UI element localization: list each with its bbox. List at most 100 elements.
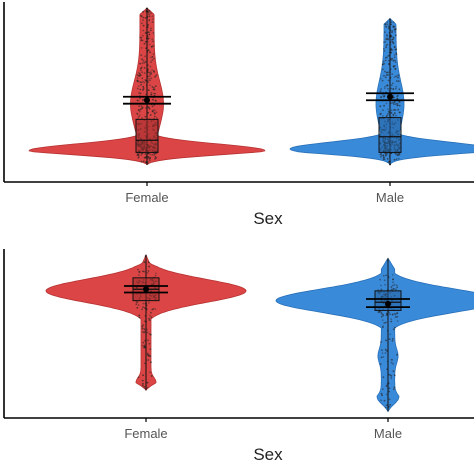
data-point [380,356,383,359]
data-point [382,376,385,379]
data-point [395,153,397,156]
data-point [381,319,384,321]
data-point [391,31,393,34]
data-point [137,85,140,87]
data-point [396,102,399,105]
data-point [393,374,396,377]
data-point [143,328,146,331]
data-point [138,75,141,78]
data-point [391,82,394,85]
data-point [141,325,144,328]
x-axis-title: Sex [253,209,283,228]
data-point [140,36,143,39]
data-point [154,308,157,311]
data-point [398,157,400,160]
data-point [143,261,146,264]
data-point [391,338,394,340]
data-point [390,112,393,115]
data-point [147,37,150,40]
data-point [389,313,392,316]
data-point [390,111,393,114]
data-point [384,406,387,409]
data-point [391,73,394,75]
data-point [392,88,394,90]
data-point [379,113,381,116]
data-point [141,77,144,80]
data-point [391,339,394,342]
data-point [148,77,150,80]
x-tick-label-male: Male [376,190,404,205]
x-tick-label-female: Female [124,426,167,441]
data-point [141,384,144,387]
data-point [140,66,143,69]
data-point [137,99,140,102]
data-point [151,21,154,23]
data-point [144,115,147,118]
data-point [382,109,384,112]
data-point [143,156,146,159]
data-point [386,21,389,24]
data-point [394,34,397,37]
data-point [384,283,386,286]
data-point [139,92,142,95]
data-point [141,106,144,108]
data-point [395,103,397,105]
data-point [396,312,398,315]
data-point [136,87,139,90]
data-point [149,355,152,358]
data-point [151,86,154,88]
data-point [387,108,389,111]
data-point [140,160,143,163]
data-point [387,73,389,76]
data-point [392,60,395,62]
data-point [141,98,144,101]
data-point [147,10,149,13]
data-point [155,100,158,102]
data-point [392,21,395,24]
data-point [379,105,382,108]
data-point [142,374,145,377]
data-point [137,109,140,111]
data-point [139,88,142,91]
data-point [386,37,388,40]
mean-marker-female [144,97,150,104]
data-point [396,286,399,289]
data-point [139,74,142,76]
data-point [390,286,393,288]
data-point [141,62,144,65]
data-point [151,110,154,113]
data-point [388,390,390,393]
x-axis-title: Sex [253,445,283,464]
data-point [153,70,155,72]
data-point [142,382,144,385]
data-point [151,15,154,18]
data-point [381,63,384,66]
data-point [137,376,140,379]
data-point [379,153,382,156]
data-point [386,84,388,87]
data-point [383,62,386,65]
data-point [142,16,145,19]
data-point [393,56,396,59]
data-point [382,156,385,159]
data-point [147,38,150,40]
data-point [396,154,399,157]
data-point [395,85,397,88]
data-point [397,74,400,77]
data-point [383,23,386,25]
data-point [154,274,157,277]
data-point [141,22,143,25]
data-point [392,328,395,331]
data-point [385,26,388,28]
data-point [141,344,144,347]
data-point [151,69,154,71]
data-point [142,85,145,88]
data-point [385,385,388,387]
data-point [138,72,141,75]
data-point [393,386,396,389]
data-point [148,19,151,22]
data-point [150,12,152,15]
data-point [394,48,397,51]
data-point [144,307,146,309]
